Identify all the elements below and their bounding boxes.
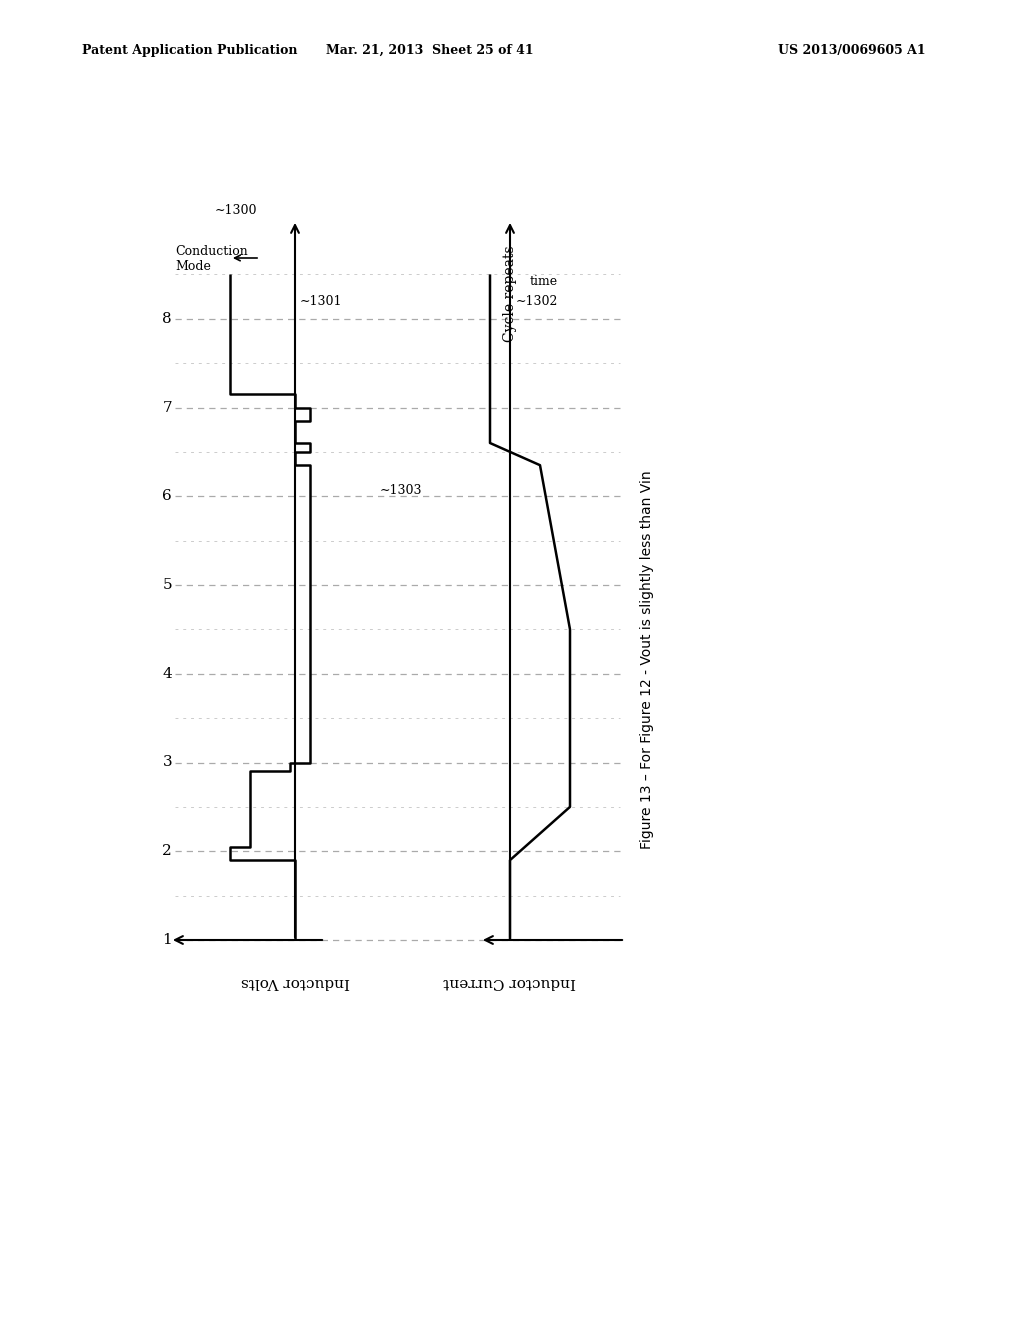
Text: Conduction
Mode: Conduction Mode xyxy=(175,246,248,273)
Text: 2: 2 xyxy=(162,845,172,858)
Text: 6: 6 xyxy=(162,490,172,503)
Text: 8: 8 xyxy=(163,312,172,326)
Text: 5: 5 xyxy=(163,578,172,591)
Text: Cycle repeats: Cycle repeats xyxy=(503,246,517,342)
Text: 4: 4 xyxy=(162,667,172,681)
Text: Mar. 21, 2013  Sheet 25 of 41: Mar. 21, 2013 Sheet 25 of 41 xyxy=(327,44,534,57)
Text: 1: 1 xyxy=(162,933,172,946)
Text: ∼1302: ∼1302 xyxy=(516,294,558,308)
Text: 3: 3 xyxy=(163,755,172,770)
Text: Inductor Current: Inductor Current xyxy=(443,975,577,989)
Text: US 2013/0069605 A1: US 2013/0069605 A1 xyxy=(778,44,926,57)
Text: Patent Application Publication: Patent Application Publication xyxy=(82,44,297,57)
Text: time: time xyxy=(530,275,558,288)
Text: ∼1300: ∼1300 xyxy=(215,203,257,216)
Text: ∼1301: ∼1301 xyxy=(300,294,342,308)
Text: Figure 13 – For Figure 12 - Vout is slightly less than Vin: Figure 13 – For Figure 12 - Vout is slig… xyxy=(640,471,654,849)
Text: 7: 7 xyxy=(163,400,172,414)
Text: ∼1303: ∼1303 xyxy=(380,483,423,496)
Text: Inductor Volts: Inductor Volts xyxy=(241,975,349,989)
